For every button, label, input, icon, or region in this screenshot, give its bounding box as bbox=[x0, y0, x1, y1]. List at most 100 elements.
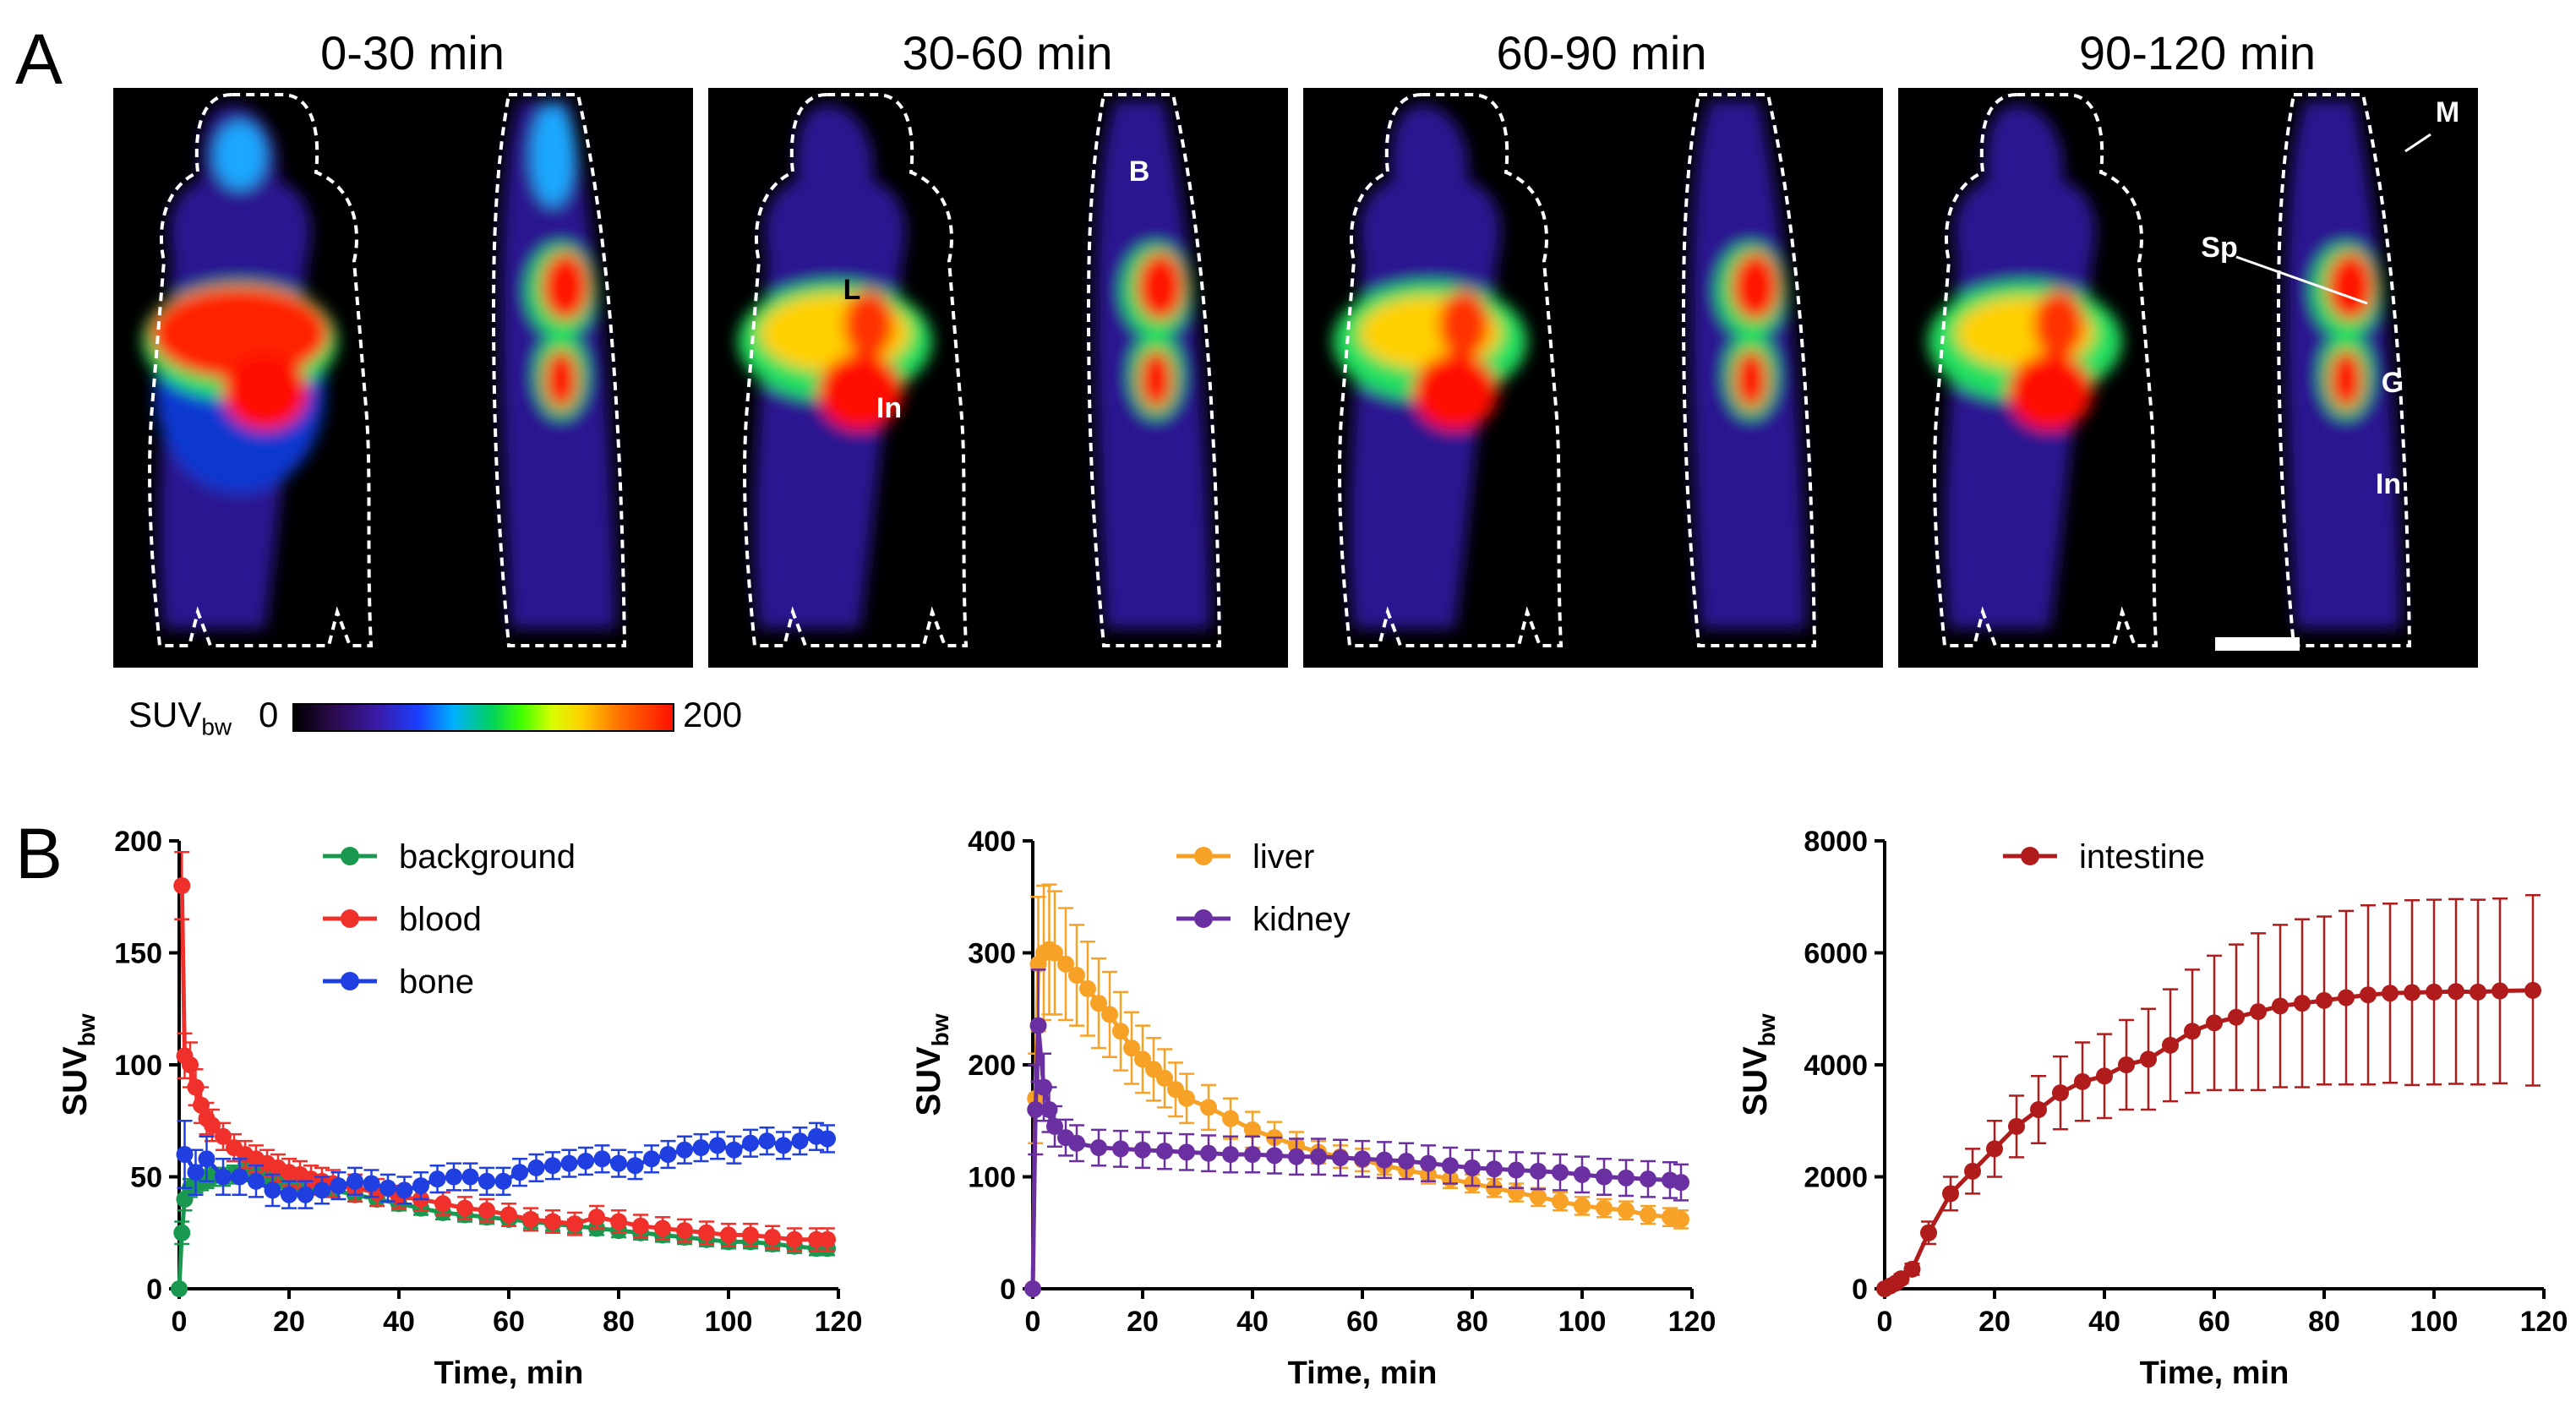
y-tick-label: 100 bbox=[114, 1050, 162, 1082]
y-tick-label: 150 bbox=[114, 938, 162, 970]
data-point bbox=[2360, 986, 2377, 1004]
series-liver bbox=[1024, 883, 1689, 1297]
data-point bbox=[1986, 1140, 2003, 1158]
data-point bbox=[1596, 1168, 1613, 1186]
annot-M: M bbox=[2436, 96, 2459, 128]
data-point bbox=[1508, 1161, 1525, 1179]
data-point bbox=[527, 1159, 545, 1176]
legend-marker bbox=[2021, 847, 2039, 865]
annot-L: L bbox=[843, 274, 861, 306]
frame-title-1: 0-30 min bbox=[320, 26, 505, 79]
series-line bbox=[1030, 947, 1682, 1290]
colorbar-label-sub: bw bbox=[201, 713, 232, 740]
data-point bbox=[1920, 1224, 1937, 1241]
data-point bbox=[742, 1134, 759, 1152]
data-point bbox=[676, 1141, 693, 1159]
data-point bbox=[2008, 1117, 2025, 1135]
data-point bbox=[1200, 1144, 1217, 1162]
data-point bbox=[379, 1179, 396, 1197]
data-point bbox=[264, 1181, 281, 1199]
data-point bbox=[1079, 979, 1096, 997]
data-point bbox=[1618, 1169, 1635, 1187]
data-point bbox=[1027, 1101, 1045, 1118]
colorbar bbox=[292, 703, 674, 732]
data-point bbox=[544, 1213, 561, 1230]
data-point bbox=[1552, 1164, 1569, 1181]
y-tick-label: 300 bbox=[968, 938, 1016, 970]
legend-label: blood bbox=[399, 901, 482, 938]
data-point bbox=[720, 1226, 737, 1244]
data-point bbox=[1134, 1050, 1151, 1068]
x-tick-label: 60 bbox=[493, 1306, 525, 1338]
data-point bbox=[1486, 1160, 1503, 1178]
data-point bbox=[478, 1202, 495, 1219]
data-point bbox=[445, 1168, 462, 1186]
data-point bbox=[626, 1157, 644, 1175]
legend-marker bbox=[341, 972, 359, 990]
colorbar-label: SUVbw bbox=[128, 695, 232, 740]
data-point bbox=[231, 1168, 248, 1186]
data-point bbox=[2052, 1084, 2069, 1102]
y-axis-label: SUVbw bbox=[910, 1013, 953, 1116]
y-tick-label: 4000 bbox=[1804, 1050, 1868, 1082]
x-tick-label: 60 bbox=[2198, 1306, 2230, 1338]
data-point bbox=[1090, 1139, 1107, 1157]
data-point bbox=[1640, 1170, 1656, 1188]
panel-b-letter: B bbox=[15, 814, 63, 893]
data-point bbox=[1964, 1162, 1981, 1180]
data-point bbox=[176, 1146, 194, 1163]
y-tick-label: 400 bbox=[968, 826, 1016, 858]
y-tick-label: 2000 bbox=[1804, 1162, 1868, 1194]
data-point bbox=[1486, 1179, 1503, 1197]
data-point bbox=[511, 1164, 528, 1181]
annot-Sp-line bbox=[2235, 255, 2368, 305]
data-point bbox=[187, 1164, 205, 1181]
body-outline-sagittal bbox=[1086, 93, 1222, 647]
data-point bbox=[314, 1181, 330, 1199]
data-point bbox=[456, 1199, 473, 1217]
legend-label: background bbox=[399, 838, 576, 876]
data-point bbox=[2096, 1067, 2113, 1085]
data-point bbox=[412, 1177, 429, 1195]
chart-liver-kidney: 0 20 40 60 80 100 120 0 100 200 300 400 Time, min SUV… bbox=[862, 826, 1716, 1420]
y-tick-label: 0 bbox=[146, 1274, 162, 1306]
legend-marker bbox=[1194, 847, 1213, 865]
data-point bbox=[193, 1096, 210, 1114]
data-point bbox=[791, 1132, 809, 1150]
x-tick-label: 100 bbox=[705, 1306, 753, 1338]
data-point bbox=[1574, 1197, 1591, 1214]
data-point bbox=[363, 1175, 380, 1192]
data-point bbox=[2338, 989, 2355, 1007]
data-point bbox=[819, 1130, 836, 1148]
chart-3-svg: 0 20 40 60 80 100 120 0 2000 4000 6000 8000 Time, mi… bbox=[1737, 826, 2568, 1391]
chart-2-svg: 0 20 40 60 80 100 120 0 100 200 300 400 Time, min SUV… bbox=[910, 826, 1716, 1391]
data-point bbox=[428, 1170, 446, 1188]
data-point bbox=[297, 1186, 314, 1203]
pet-frame-2: B L In bbox=[708, 88, 1288, 668]
data-point bbox=[478, 1172, 495, 1190]
data-point bbox=[643, 1150, 660, 1168]
data-point bbox=[461, 1168, 479, 1186]
data-point bbox=[2206, 1014, 2223, 1032]
data-point bbox=[522, 1210, 539, 1228]
pet-uptake bbox=[1928, 101, 2401, 629]
x-tick-label: 20 bbox=[1127, 1306, 1159, 1338]
data-point bbox=[1068, 967, 1085, 984]
data-point bbox=[1123, 1039, 1140, 1057]
data-point bbox=[1035, 1078, 1052, 1096]
data-point bbox=[1442, 1157, 1459, 1175]
x-tick-label: 80 bbox=[2308, 1306, 2340, 1338]
data-point bbox=[698, 1224, 715, 1241]
x-tick-label: 40 bbox=[383, 1306, 415, 1338]
data-point bbox=[2030, 1101, 2047, 1118]
y-axis-label-main: SUV bbox=[1737, 1046, 1774, 1116]
data-point bbox=[2524, 981, 2541, 999]
body-outline-sagittal bbox=[491, 93, 627, 647]
body-outline-sagittal bbox=[1681, 93, 1817, 647]
data-point bbox=[1942, 1185, 1959, 1203]
data-point bbox=[742, 1226, 759, 1244]
data-point bbox=[2426, 983, 2442, 1001]
data-point bbox=[1046, 1117, 1063, 1135]
data-point bbox=[1596, 1199, 1613, 1217]
x-tick-label: 0 bbox=[172, 1306, 188, 1338]
